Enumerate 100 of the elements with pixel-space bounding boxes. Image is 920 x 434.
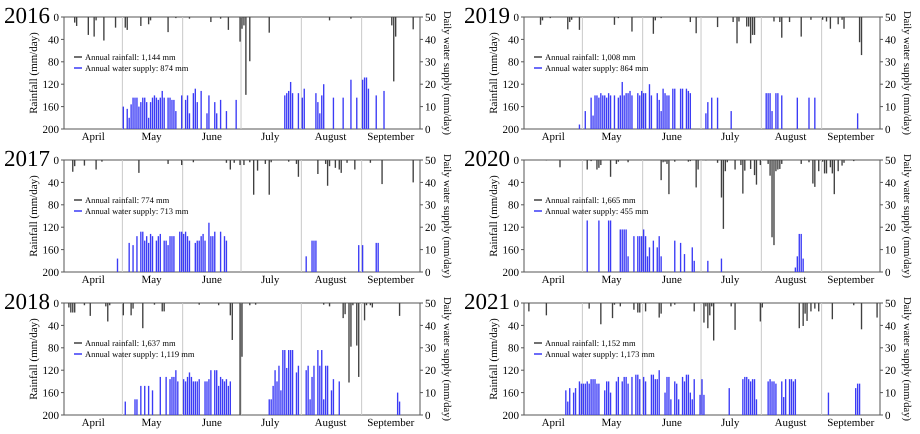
y-axis-title: Rainfall (mm/day) (28, 32, 40, 114)
x-tick-label: May (141, 274, 162, 286)
x-tick-label: September (827, 417, 875, 429)
y-tick-label: 160 (502, 244, 520, 256)
y-tick-label: 200 (502, 410, 520, 422)
y-axis-title: Rainfall (mm/day) (28, 174, 40, 257)
y2-tick-label: 50 (425, 298, 436, 310)
x-tick-label: June (662, 417, 682, 429)
chart-title: 2017 (4, 146, 50, 171)
y-tick-label: 120 (42, 79, 60, 92)
legend-label: Annual water supply: 713 mm (85, 206, 189, 216)
y2-tick-label: 40 (425, 34, 436, 46)
y2-tick-label: 40 (425, 177, 436, 190)
y2-axis-title: Daily water supply (mm/day) (441, 154, 452, 278)
y2-tick-label: 0 (425, 124, 431, 136)
x-tick-label: August (314, 274, 346, 286)
y-tick-label: 0 (54, 154, 60, 167)
legend-label: Annual rainfall: 774 mm (85, 194, 170, 205)
legend-label: Annual rainfall: 1,144 mm (85, 52, 176, 62)
x-tick-label: September (367, 131, 415, 143)
x-tick-label: April (82, 417, 105, 429)
legend-label: Annual water supply: 455 mm (545, 206, 649, 216)
y2-tick-label: 20 (425, 222, 436, 234)
y-tick-label: 200 (42, 124, 60, 136)
legend-label: Annual water supply: 874 mm (85, 62, 189, 73)
y2-tick-label: 50 (425, 12, 436, 24)
x-tick-label: July (721, 417, 740, 429)
y2-tick-label: 50 (885, 154, 896, 167)
legend-label: Annual rainfall: 1,637 mm (85, 338, 176, 348)
y-tick-label: 120 (502, 365, 520, 378)
legend-label: Annual rainfall: 1,008 mm (545, 52, 636, 62)
y2-axis-title: Daily water supply (mm/day) (441, 11, 452, 136)
y-axis-title: Rainfall (mm/day) (488, 318, 500, 400)
y-tick-label: 80 (508, 200, 520, 212)
chart-title: 2019 (464, 3, 510, 28)
x-tick-label: June (202, 274, 222, 286)
x-tick-label: July (261, 274, 280, 286)
x-tick-label: July (261, 131, 280, 143)
y2-tick-label: 40 (425, 320, 436, 332)
y2-tick-label: 40 (885, 320, 896, 332)
y-tick-label: 200 (42, 266, 60, 279)
y-axis-title: Rainfall (mm/day) (28, 318, 40, 400)
y2-axis-title: Daily water supply (mm/day) (901, 297, 912, 422)
y-tick-label: 40 (48, 320, 60, 332)
y-tick-label: 200 (502, 266, 520, 279)
y-tick-label: 40 (508, 177, 520, 190)
chart-title: 2018 (4, 289, 50, 314)
y2-tick-label: 20 (885, 222, 896, 234)
y-tick-label: 0 (514, 154, 520, 167)
x-tick-label: June (662, 274, 682, 286)
x-tick-label: September (827, 131, 875, 143)
y2-axis-title: Daily water supply (mm/day) (901, 11, 912, 136)
y2-tick-label: 30 (885, 200, 896, 212)
y-tick-label: 80 (48, 200, 60, 212)
y2-tick-label: 10 (425, 101, 436, 114)
y-tick-label: 120 (502, 79, 520, 92)
x-tick-label: May (601, 274, 622, 286)
y2-tick-label: 40 (885, 177, 896, 190)
y2-tick-label: 10 (425, 244, 436, 256)
y-tick-label: 40 (48, 177, 60, 190)
y-tick-label: 200 (502, 124, 520, 136)
y-axis-title: Rainfall (mm/day) (488, 174, 500, 257)
y2-tick-label: 20 (425, 365, 436, 378)
x-tick-label: June (202, 131, 222, 143)
legend-label: Annual rainfall: 1,152 mm (545, 338, 636, 348)
y-tick-label: 160 (502, 101, 520, 114)
x-tick-label: August (774, 131, 806, 143)
legend-label: Annual water supply: 1,119 mm (85, 348, 195, 359)
x-tick-label: August (314, 417, 346, 429)
y-tick-label: 160 (42, 244, 60, 256)
y-tick-label: 80 (48, 56, 60, 69)
x-tick-label: May (141, 131, 162, 143)
y2-tick-label: 20 (425, 79, 436, 92)
y2-tick-label: 30 (885, 342, 896, 355)
y-tick-label: 0 (514, 298, 520, 310)
y2-tick-label: 40 (885, 34, 896, 46)
y2-tick-label: 10 (885, 101, 896, 114)
x-tick-label: August (774, 274, 806, 286)
y2-tick-label: 20 (885, 79, 896, 92)
x-tick-label: April (82, 131, 105, 143)
legend-label: Annual rainfall: 1,665 mm (545, 194, 636, 205)
x-tick-label: May (141, 417, 162, 429)
y2-tick-label: 0 (885, 124, 891, 136)
x-tick-label: April (542, 274, 565, 286)
y2-tick-label: 20 (885, 365, 896, 378)
legend-label: Annual water supply: 1,173 mm (545, 348, 656, 359)
y-tick-label: 80 (48, 342, 60, 355)
legend-label: Annual water supply: 864 mm (545, 62, 649, 73)
x-tick-label: April (542, 131, 565, 143)
y-tick-label: 0 (54, 298, 60, 310)
y-tick-label: 120 (502, 222, 520, 234)
chart-title: 2020 (464, 146, 510, 171)
x-tick-label: May (601, 131, 622, 143)
y-tick-label: 120 (42, 222, 60, 234)
y-axis-title: Rainfall (mm/day) (488, 32, 500, 114)
x-tick-label: July (721, 131, 740, 143)
x-tick-label: July (721, 274, 740, 286)
x-tick-label: August (314, 131, 346, 143)
y2-tick-label: 50 (885, 12, 896, 24)
y2-axis-title: Daily water supply (mm/day) (901, 154, 912, 278)
